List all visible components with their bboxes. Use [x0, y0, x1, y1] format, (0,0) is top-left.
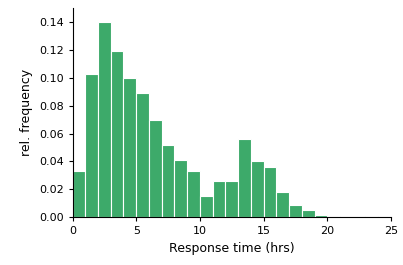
Bar	[302, 210, 314, 217]
Bar	[225, 181, 238, 217]
Bar	[378, 216, 391, 217]
Bar	[111, 51, 123, 217]
Bar	[123, 78, 136, 217]
Bar	[213, 181, 225, 217]
Bar	[136, 93, 149, 217]
Bar	[98, 22, 111, 217]
Bar	[314, 214, 327, 217]
Bar	[251, 161, 264, 217]
Bar	[366, 216, 378, 217]
Bar	[276, 192, 289, 217]
Bar	[327, 216, 340, 217]
Bar	[238, 139, 251, 217]
X-axis label: Response time (hrs): Response time (hrs)	[169, 242, 295, 255]
Bar	[264, 167, 276, 217]
Bar	[187, 171, 200, 217]
Bar	[149, 120, 162, 217]
Bar	[289, 205, 302, 217]
Y-axis label: rel. frequency: rel. frequency	[20, 69, 33, 156]
Bar	[174, 160, 187, 217]
Bar	[200, 196, 213, 217]
Bar	[73, 171, 85, 217]
Bar	[162, 145, 174, 217]
Bar	[85, 74, 98, 217]
